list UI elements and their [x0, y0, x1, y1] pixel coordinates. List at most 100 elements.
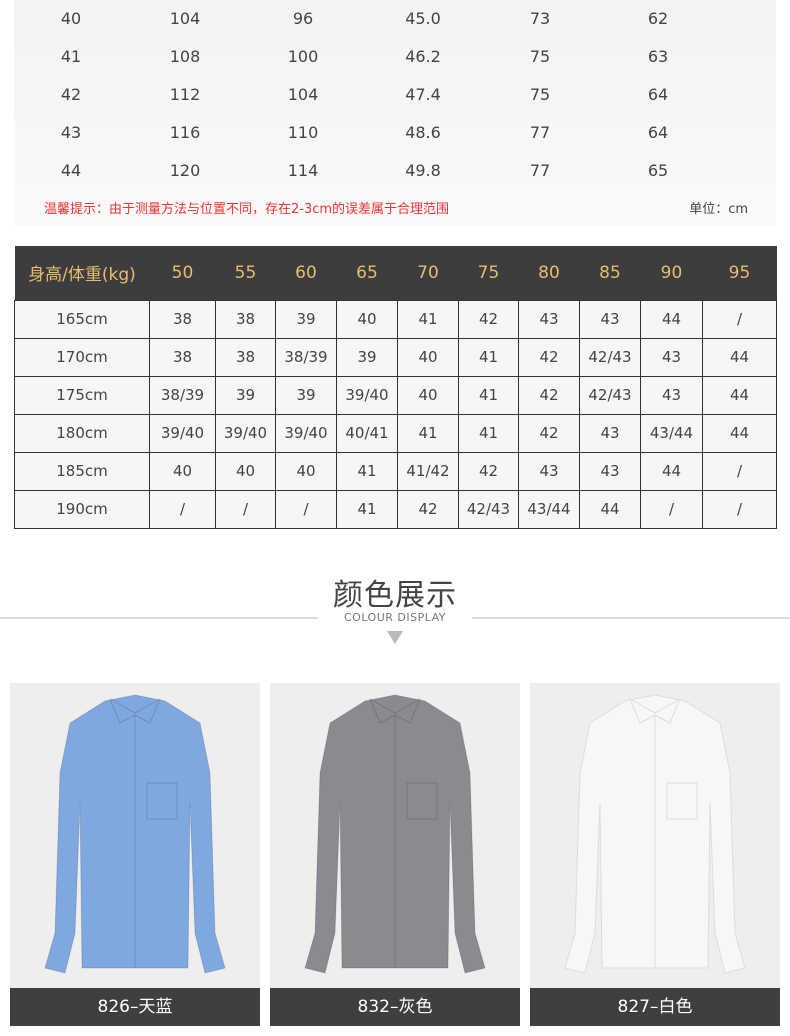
section-title: 颜色展示: [333, 578, 457, 613]
product-label: 827–白色: [530, 988, 780, 1026]
table-cell: 62: [647, 9, 669, 28]
table-cell: 38: [215, 337, 276, 377]
table-cell: 43: [518, 299, 580, 339]
shirt-image: [270, 683, 520, 988]
unit-label: 单位：cm: [689, 202, 748, 217]
table-cell: 39/40: [149, 413, 216, 453]
shirt-image: [10, 683, 260, 988]
table-cell: 39: [215, 375, 276, 415]
table-cell: 38: [215, 299, 276, 339]
table-cell: 40: [215, 451, 276, 491]
table-cell: 43: [640, 375, 703, 415]
table-cell: 43: [60, 123, 82, 142]
table-row: 170cm 38 38 38/39 39 40 41 42 42/43 43 44: [14, 337, 777, 377]
table-cell: 40/41: [336, 413, 398, 453]
table-cell: 170cm: [14, 337, 150, 377]
table-cell: 49.8: [405, 161, 441, 180]
table-cell: 116: [169, 123, 201, 142]
table-cell: 42: [518, 413, 580, 453]
table-cell: 112: [169, 85, 201, 104]
table-cell: 43: [518, 451, 580, 491]
table-cell: 165cm: [14, 299, 150, 339]
table-cell: 114: [287, 161, 319, 180]
table-cell: 42/43: [579, 375, 641, 415]
product-label: 832–灰色: [270, 988, 520, 1026]
size-measurement-table: 40 104 96 45.0 73 62 41 108 100 46.2 75 63 42 112 104 4…: [14, 0, 776, 226]
table-cell: /: [702, 451, 777, 491]
product-card[interactable]: 826–天蓝: [10, 683, 260, 1026]
table-cell: 42: [518, 337, 580, 377]
table-row: 42 112 104 47.4 75 64: [14, 76, 776, 114]
table-cell: 48.6: [405, 123, 441, 142]
table-cell: 65: [647, 161, 669, 180]
table-cell: 38: [149, 337, 216, 377]
table-cell: 73: [529, 9, 551, 28]
table-cell: 77: [529, 123, 551, 142]
table-cell: /: [640, 489, 703, 529]
triangle-down-icon: [387, 631, 403, 644]
table-cell: 44: [579, 489, 641, 529]
header-cell: 50: [149, 246, 216, 300]
table-cell: 77: [529, 161, 551, 180]
table-cell: 38/39: [149, 375, 216, 415]
table-cell: 44: [702, 375, 777, 415]
table-cell: 120: [169, 161, 201, 180]
table-cell: 39: [275, 299, 337, 339]
table-cell: 41: [458, 375, 519, 415]
section-subtitle: COLOUR DISPLAY: [343, 611, 447, 624]
table-cell: /: [149, 489, 216, 529]
table-row: 190cm / //41 42 42/43 43/44 44//: [14, 489, 777, 529]
table-cell: 40: [397, 375, 459, 415]
table-cell: /: [275, 489, 337, 529]
table-cell: 39: [275, 375, 337, 415]
table-row: 175cm 38/39 39 39 39/40 40 41 42 42/43 43 44: [14, 375, 777, 415]
header-cell: 70: [397, 246, 459, 300]
table-cell: 44: [702, 413, 777, 453]
table-cell: 41/42: [397, 451, 459, 491]
table-cell: 43: [579, 413, 641, 453]
table-cell: 38/39: [275, 337, 337, 377]
table-row: 185cm 40 40 40 41 41/42 42 43 43 44/: [14, 451, 777, 491]
table-cell: 42: [60, 85, 82, 104]
table-cell: 43/44: [640, 413, 703, 453]
table-cell: 45.0: [405, 9, 441, 28]
product-card[interactable]: 827–白色: [530, 683, 780, 1026]
table-cell: 44: [60, 161, 82, 180]
product-card[interactable]: 832–灰色: [270, 683, 520, 1026]
measurement-note: 温馨提示：由于测量方法与位置不同，存在2-3cm的误差属于合理范围: [44, 202, 450, 217]
table-cell: 40: [336, 299, 398, 339]
table-row: 41 108 100 46.2 75 63: [14, 38, 776, 76]
divider-right: [472, 617, 790, 619]
table-cell: 100: [287, 47, 319, 66]
table-cell: 96: [292, 9, 314, 28]
table-row: 40 104 96 45.0 73 62: [14, 0, 776, 38]
table-cell: 41: [397, 299, 459, 339]
table-cell: 108: [169, 47, 201, 66]
table-cell: 46.2: [405, 47, 441, 66]
header-cell: 身高/体重(kg): [14, 246, 150, 300]
table-cell: 41: [458, 413, 519, 453]
table-cell: 42/43: [458, 489, 519, 529]
table-cell: 42: [397, 489, 459, 529]
product-label: 826–天蓝: [10, 988, 260, 1026]
table-cell: /: [215, 489, 276, 529]
table-cell: 39/40: [215, 413, 276, 453]
header-cell: 65: [336, 246, 398, 300]
table-cell: 44: [702, 337, 777, 377]
table-cell: 180cm: [14, 413, 150, 453]
table-cell: 104: [287, 85, 319, 104]
table-cell: /: [702, 299, 777, 339]
table-cell: 40: [149, 451, 216, 491]
table-cell: 110: [287, 123, 319, 142]
table-cell: 190cm: [14, 489, 150, 529]
height-weight-size-table: 身高/体重(kg) 50 55 60 65 70 75 80 85 90 95 165cm 38 38 39…: [14, 246, 777, 529]
table-cell: 39/40: [336, 375, 398, 415]
table-row: 44 120 114 49.8 77 65: [14, 152, 776, 190]
table-cell: 40: [275, 451, 337, 491]
table-cell: 39: [336, 337, 398, 377]
header-cell: 60: [275, 246, 337, 300]
table-cell: 64: [647, 85, 669, 104]
table-cell: 41: [458, 337, 519, 377]
header-cell: 90: [640, 246, 703, 300]
table-row: 165cm 38 38 39 40 41 42 43 43 44/: [14, 299, 777, 339]
